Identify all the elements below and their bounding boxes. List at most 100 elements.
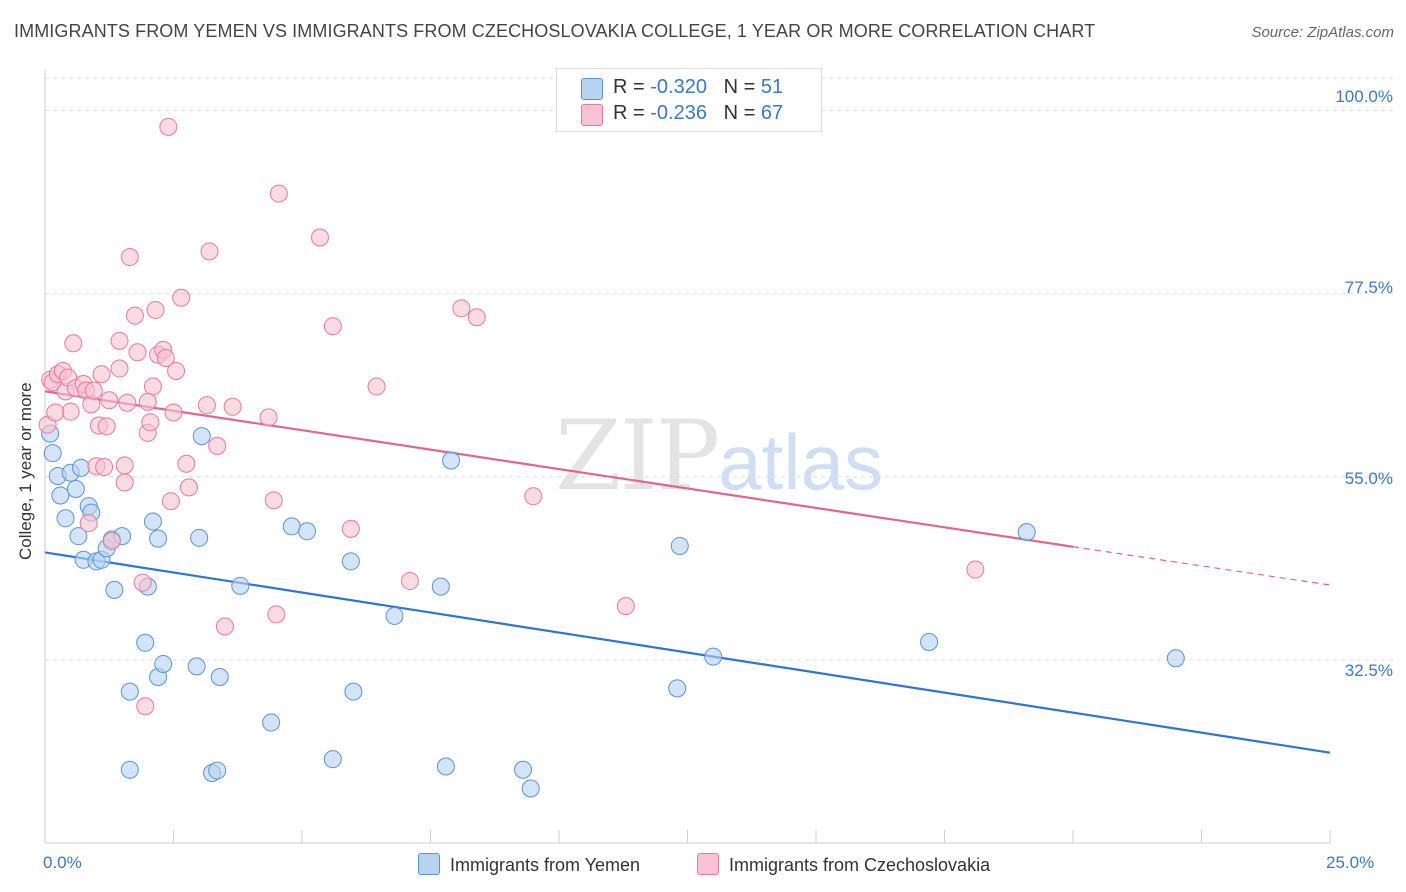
yemen-point <box>56 509 75 528</box>
yemen-point <box>71 458 90 477</box>
x-tick-label: 25.0% <box>1326 853 1375 872</box>
yemen-point <box>1017 523 1036 542</box>
yemen-point <box>323 750 342 769</box>
bottom-legend-czech: Immigrants from Czechoslovakia <box>697 853 990 876</box>
czech-trend-line <box>44 390 1074 548</box>
czech-point <box>323 317 342 336</box>
yemen-point <box>704 647 723 666</box>
bottom-legend-yemen: Immigrants from Yemen <box>418 853 640 876</box>
czech-point <box>215 617 234 636</box>
czech-point <box>966 560 985 579</box>
czech-swatch <box>697 853 719 875</box>
yemen-point <box>298 522 317 541</box>
czech-point <box>164 403 183 422</box>
watermark: ZIPatlas <box>555 400 883 512</box>
yemen-point <box>210 667 229 686</box>
czech-point <box>467 308 486 327</box>
czech-point <box>177 454 196 473</box>
yemen-point <box>105 580 124 599</box>
yemen-point <box>341 552 360 571</box>
y-tick-label: 77.5% <box>1344 278 1393 297</box>
czech-point <box>269 184 288 203</box>
axes <box>44 70 1331 844</box>
watermark-zip: ZIP <box>555 400 720 512</box>
czech-point <box>259 408 278 427</box>
czech-point <box>115 473 134 492</box>
yemen-point <box>136 633 155 652</box>
czech-point <box>141 413 160 432</box>
czech-point <box>267 605 286 624</box>
x-tick-label: 0.0% <box>43 853 82 872</box>
czech-point <box>79 514 98 533</box>
czech-swatch <box>581 104 603 126</box>
czech-point <box>208 436 227 455</box>
legend-label-czech: Immigrants from Czechoslovakia <box>729 855 991 875</box>
source-label: Source: ZipAtlas.com <box>1251 24 1394 41</box>
yemen-point <box>208 761 227 780</box>
data-points <box>38 117 1185 798</box>
czech-point <box>156 348 175 367</box>
yemen-point <box>66 479 85 498</box>
yemen-point <box>51 486 70 505</box>
czech-point <box>84 381 103 400</box>
yemen-point <box>120 760 139 779</box>
y-tick-label: 32.5% <box>1344 661 1393 680</box>
yemen-point <box>344 682 363 701</box>
yemen-point <box>431 577 450 596</box>
czech-point <box>97 417 116 436</box>
yemen-point <box>670 536 689 555</box>
y-tick-label: 55.0% <box>1344 469 1393 488</box>
czech-point <box>46 403 65 422</box>
czech-point <box>264 491 283 510</box>
yemen-point <box>385 606 404 625</box>
legend-label-yemen: Immigrants from Yemen <box>450 855 641 875</box>
yemen-point <box>282 517 301 536</box>
czech-point <box>118 393 137 412</box>
yemen-point <box>120 682 139 701</box>
yemen-point <box>149 529 168 548</box>
legend-text-czech: R = -0.236 N = 67 <box>613 102 784 124</box>
yemen-point <box>192 427 211 446</box>
yemen-point <box>436 757 455 776</box>
y-tick-label: 100.0% <box>1335 87 1393 106</box>
gridlines <box>45 77 1393 661</box>
czech-point <box>136 697 155 716</box>
yemen-point <box>442 451 461 470</box>
czech-point <box>110 331 129 350</box>
yemen-swatch <box>418 853 440 875</box>
czech-point <box>120 248 139 267</box>
czech-point <box>64 334 83 353</box>
legend-text-yemen: R = -0.320 N = 51 <box>613 76 784 98</box>
czech-point <box>92 365 111 384</box>
yemen-point <box>190 528 209 547</box>
czech-point <box>341 519 360 538</box>
czech-point <box>100 391 119 410</box>
czech-point <box>159 117 178 136</box>
czech-point <box>179 478 198 497</box>
yemen-swatch <box>581 78 603 100</box>
yemen-point <box>69 527 88 546</box>
czech-point <box>95 458 114 477</box>
trend-lines <box>44 390 1331 754</box>
czech-point <box>161 492 180 511</box>
czech-point <box>138 392 157 411</box>
czech-point <box>146 300 165 319</box>
yemen-point <box>920 632 939 651</box>
yemen-point <box>521 779 540 798</box>
yemen-point <box>231 576 250 595</box>
czech-point <box>167 361 186 380</box>
czech-point <box>125 306 144 325</box>
chart-title: IMMIGRANTS FROM YEMEN VS IMMIGRANTS FROM… <box>14 21 1096 41</box>
czech-point <box>172 288 191 307</box>
yemen-point <box>668 679 687 698</box>
czech-point <box>200 242 219 261</box>
yemen-point <box>1166 649 1185 668</box>
yemen-point <box>143 512 162 531</box>
yemen-point <box>187 657 206 676</box>
czech-point <box>616 597 635 616</box>
yemen-trend-line <box>44 551 1331 754</box>
yemen-point <box>154 654 173 673</box>
czech-point <box>115 456 134 475</box>
y-axis-label: College, 1 year or more <box>16 382 35 560</box>
yemen-point <box>262 713 281 732</box>
